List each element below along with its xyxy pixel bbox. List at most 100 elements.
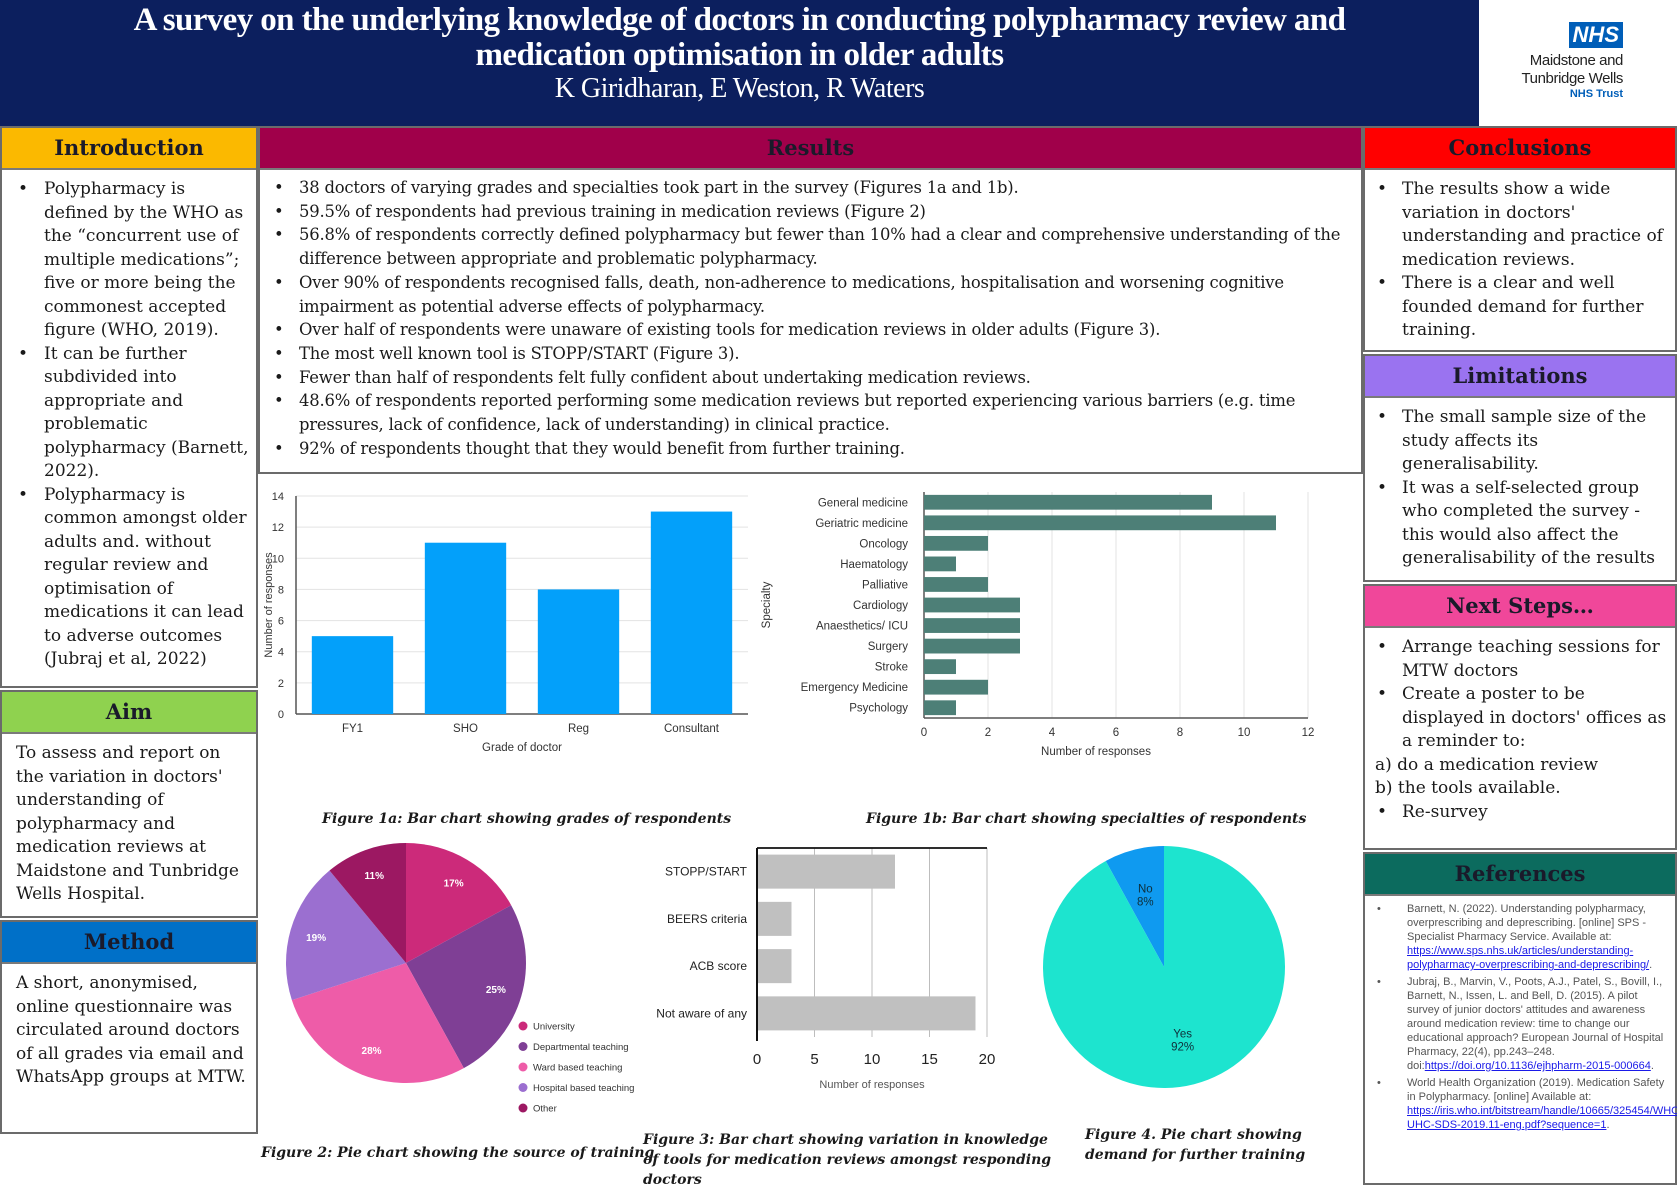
- slice-value-label: 17%: [444, 878, 464, 889]
- figure-2-caption: Figure 2: Pie chart showing the source o…: [261, 1145, 655, 1161]
- reference-tail: .: [1649, 959, 1653, 971]
- results-bullet: 38 doctors of varying grades and special…: [272, 176, 1353, 200]
- results-bullet: 56.8% of respondents correctly defined p…: [272, 223, 1353, 270]
- figure-1a-caption: Figure 1a: Bar chart showing grades of r…: [322, 811, 732, 827]
- y-tick-label: 0: [278, 709, 284, 721]
- figure-2-svg: 17% 25% 28% 19% 11% University Departmental te…: [286, 843, 634, 1115]
- reference-link[interactable]: https://www.sps.nhs.uk/articles/understa…: [1407, 945, 1650, 971]
- x-tick-label: 15: [921, 1051, 938, 1068]
- bar: [924, 597, 1020, 613]
- x-tick-label: 10: [864, 1051, 881, 1068]
- slice-value-label: 92%: [1171, 1042, 1194, 1054]
- figure-1b-caption: Figure 1b: Bar chart showing specialties…: [866, 811, 1307, 827]
- y-tick-label: Emergency Medicine: [801, 682, 908, 694]
- bar: [758, 854, 895, 889]
- method-text: A short, anonymised, online questionnair…: [16, 973, 246, 1087]
- introduction-panel: Introduction Polypharmacy is defined by …: [0, 126, 258, 688]
- y-tick-label: General medicine: [818, 497, 908, 509]
- figure-1b-chart: 0 2 4 6 8 10 12 General medicine Geriatric medic…: [760, 482, 1320, 802]
- pie-slice: [286, 870, 406, 1001]
- figure-3-svg: 0 5 10 15 20 STOPP/START BEERS criteria ACB sco…: [656, 847, 995, 1091]
- results-bullet: 48.6% of respondents reported performing…: [272, 389, 1353, 436]
- figure-3-caption: Figure 3: Bar chart showing variation in…: [643, 1132, 1052, 1185]
- y-tick-label: Oncology: [859, 538, 908, 550]
- y-tick-label: Palliative: [862, 579, 908, 591]
- next-steps-sub-a: a) do a medication review: [1375, 754, 1599, 775]
- figure-4-chart: No 8% Yes 92%: [1040, 840, 1300, 1100]
- bar: [758, 901, 792, 936]
- reference-link[interactable]: https://iris.who.int/bitstream/handle/10…: [1407, 1105, 1677, 1131]
- slice-label: No: [1138, 883, 1153, 895]
- slice-value-label: 25%: [486, 985, 506, 996]
- slice-label: Yes: [1173, 1029, 1192, 1041]
- limitations-heading: Limitations: [1365, 356, 1675, 398]
- nhs-trust-logo: NHS Maidstone and Tunbridge Wells NHS Tr…: [1479, 0, 1677, 126]
- bar: [924, 494, 1212, 510]
- bar: [311, 636, 394, 714]
- conclusions-heading: Conclusions: [1365, 128, 1675, 170]
- introduction-body: Polypharmacy is defined by the WHO as th…: [2, 170, 256, 672]
- legend-label: Departmental teaching: [533, 1042, 629, 1053]
- legend-marker: [518, 1042, 528, 1051]
- reference-text: World Health Organization (2019). Medica…: [1407, 1077, 1665, 1103]
- next-steps-bullet: Re-survey: [1375, 801, 1669, 825]
- x-tick-label: 8: [1177, 727, 1183, 739]
- y-tick-label: Anaesthetics/ ICU: [816, 621, 908, 633]
- x-tick-label: 6: [1113, 727, 1119, 739]
- poster-header: A survey on the underlying knowledge of …: [0, 0, 1479, 126]
- x-tick-label: SHO: [453, 723, 478, 735]
- title-line-2: medication optimisation in older adults: [475, 37, 1004, 73]
- figure-2-chart: 17% 25% 28% 19% 11% University Departmental te…: [258, 836, 638, 1116]
- legend-label: Hospital based teaching: [533, 1083, 634, 1094]
- conclusions-panel: Conclusions The results show a wide vari…: [1363, 126, 1677, 352]
- y-tick-label: 14: [272, 491, 284, 503]
- conclusions-bullet: There is a clear and well founded demand…: [1375, 272, 1669, 343]
- y-tick-label: STOPP/START: [665, 865, 748, 879]
- pie-slice: [329, 843, 406, 963]
- bar: [924, 700, 956, 716]
- y-tick-label: 6: [278, 616, 284, 628]
- y-tick-label: Surgery: [868, 641, 909, 653]
- legend-marker: [518, 1062, 528, 1072]
- legend-marker: [518, 1083, 528, 1092]
- aim-heading: Aim: [2, 692, 256, 734]
- results-heading: Results: [260, 128, 1361, 170]
- y-tick-label: Geriatric medicine: [815, 518, 908, 530]
- y-tick-label: Psychology: [849, 703, 908, 715]
- reference-text: Jubraj, B., Marvin, V., Poots, A.J., Pat…: [1407, 976, 1664, 1072]
- next-steps-body: Arrange teaching sessions for MTW doctor…: [1365, 628, 1675, 824]
- y-tick-label: 12: [272, 522, 284, 534]
- conclusions-bullet: The results show a wide variation in doc…: [1375, 178, 1669, 272]
- pie-slice: [1043, 846, 1285, 1088]
- bar: [924, 515, 1276, 531]
- results-bullet: 92% of respondents thought that they wou…: [272, 437, 1353, 461]
- next-steps-sub-b: b) the tools available.: [1375, 778, 1561, 798]
- legend-label: Ward based teaching: [533, 1063, 622, 1074]
- next-steps-bullet: Arrange teaching sessions for MTW doctor…: [1375, 636, 1669, 683]
- y-tick-label: BEERS criteria: [667, 912, 747, 926]
- pie-slice: [406, 905, 526, 1069]
- bar: [924, 577, 988, 592]
- figure-1a-chart: 0 2 4 6 8 10 12 14 FY1 SHO Reg Consultant Grade of d…: [258, 482, 758, 802]
- reference-link[interactable]: https://doi.org/10.1136/ejhpharm-2015-00…: [1424, 1060, 1651, 1072]
- limitations-body: The small sample size of the study affec…: [1365, 398, 1675, 571]
- bar: [758, 996, 976, 1031]
- bar: [424, 542, 507, 714]
- x-tick-label: FY1: [342, 723, 363, 735]
- figure-1b-svg: 0 2 4 6 8 10 12 General medicine Geriatric medic…: [761, 492, 1314, 758]
- bar: [924, 556, 956, 572]
- reference-tail: .: [1650, 1060, 1654, 1072]
- trust-name: Maidstone and Tunbridge Wells: [1521, 52, 1623, 88]
- references-panel: References Barnett, N. (2022). Understan…: [1363, 852, 1677, 1185]
- nhs-trust-label: NHS Trust: [1569, 88, 1623, 100]
- results-bullet: Over 90% of respondents recognised falls…: [272, 271, 1353, 318]
- x-axis-title: Number of responses: [819, 1079, 925, 1091]
- nhs-badge: NHS: [1568, 22, 1623, 48]
- results-bullet: 59.5% of respondents had previous traini…: [272, 200, 1353, 224]
- introduction-bullet: It can be further subdivided into approp…: [16, 343, 250, 484]
- pie-slice: [406, 843, 512, 963]
- pie-slice: [291, 963, 464, 1083]
- method-panel: Method A short, anonymised, online quest…: [0, 920, 258, 1134]
- title-line-1: A survey on the underlying knowledge of …: [133, 2, 1346, 38]
- method-heading: Method: [2, 922, 256, 964]
